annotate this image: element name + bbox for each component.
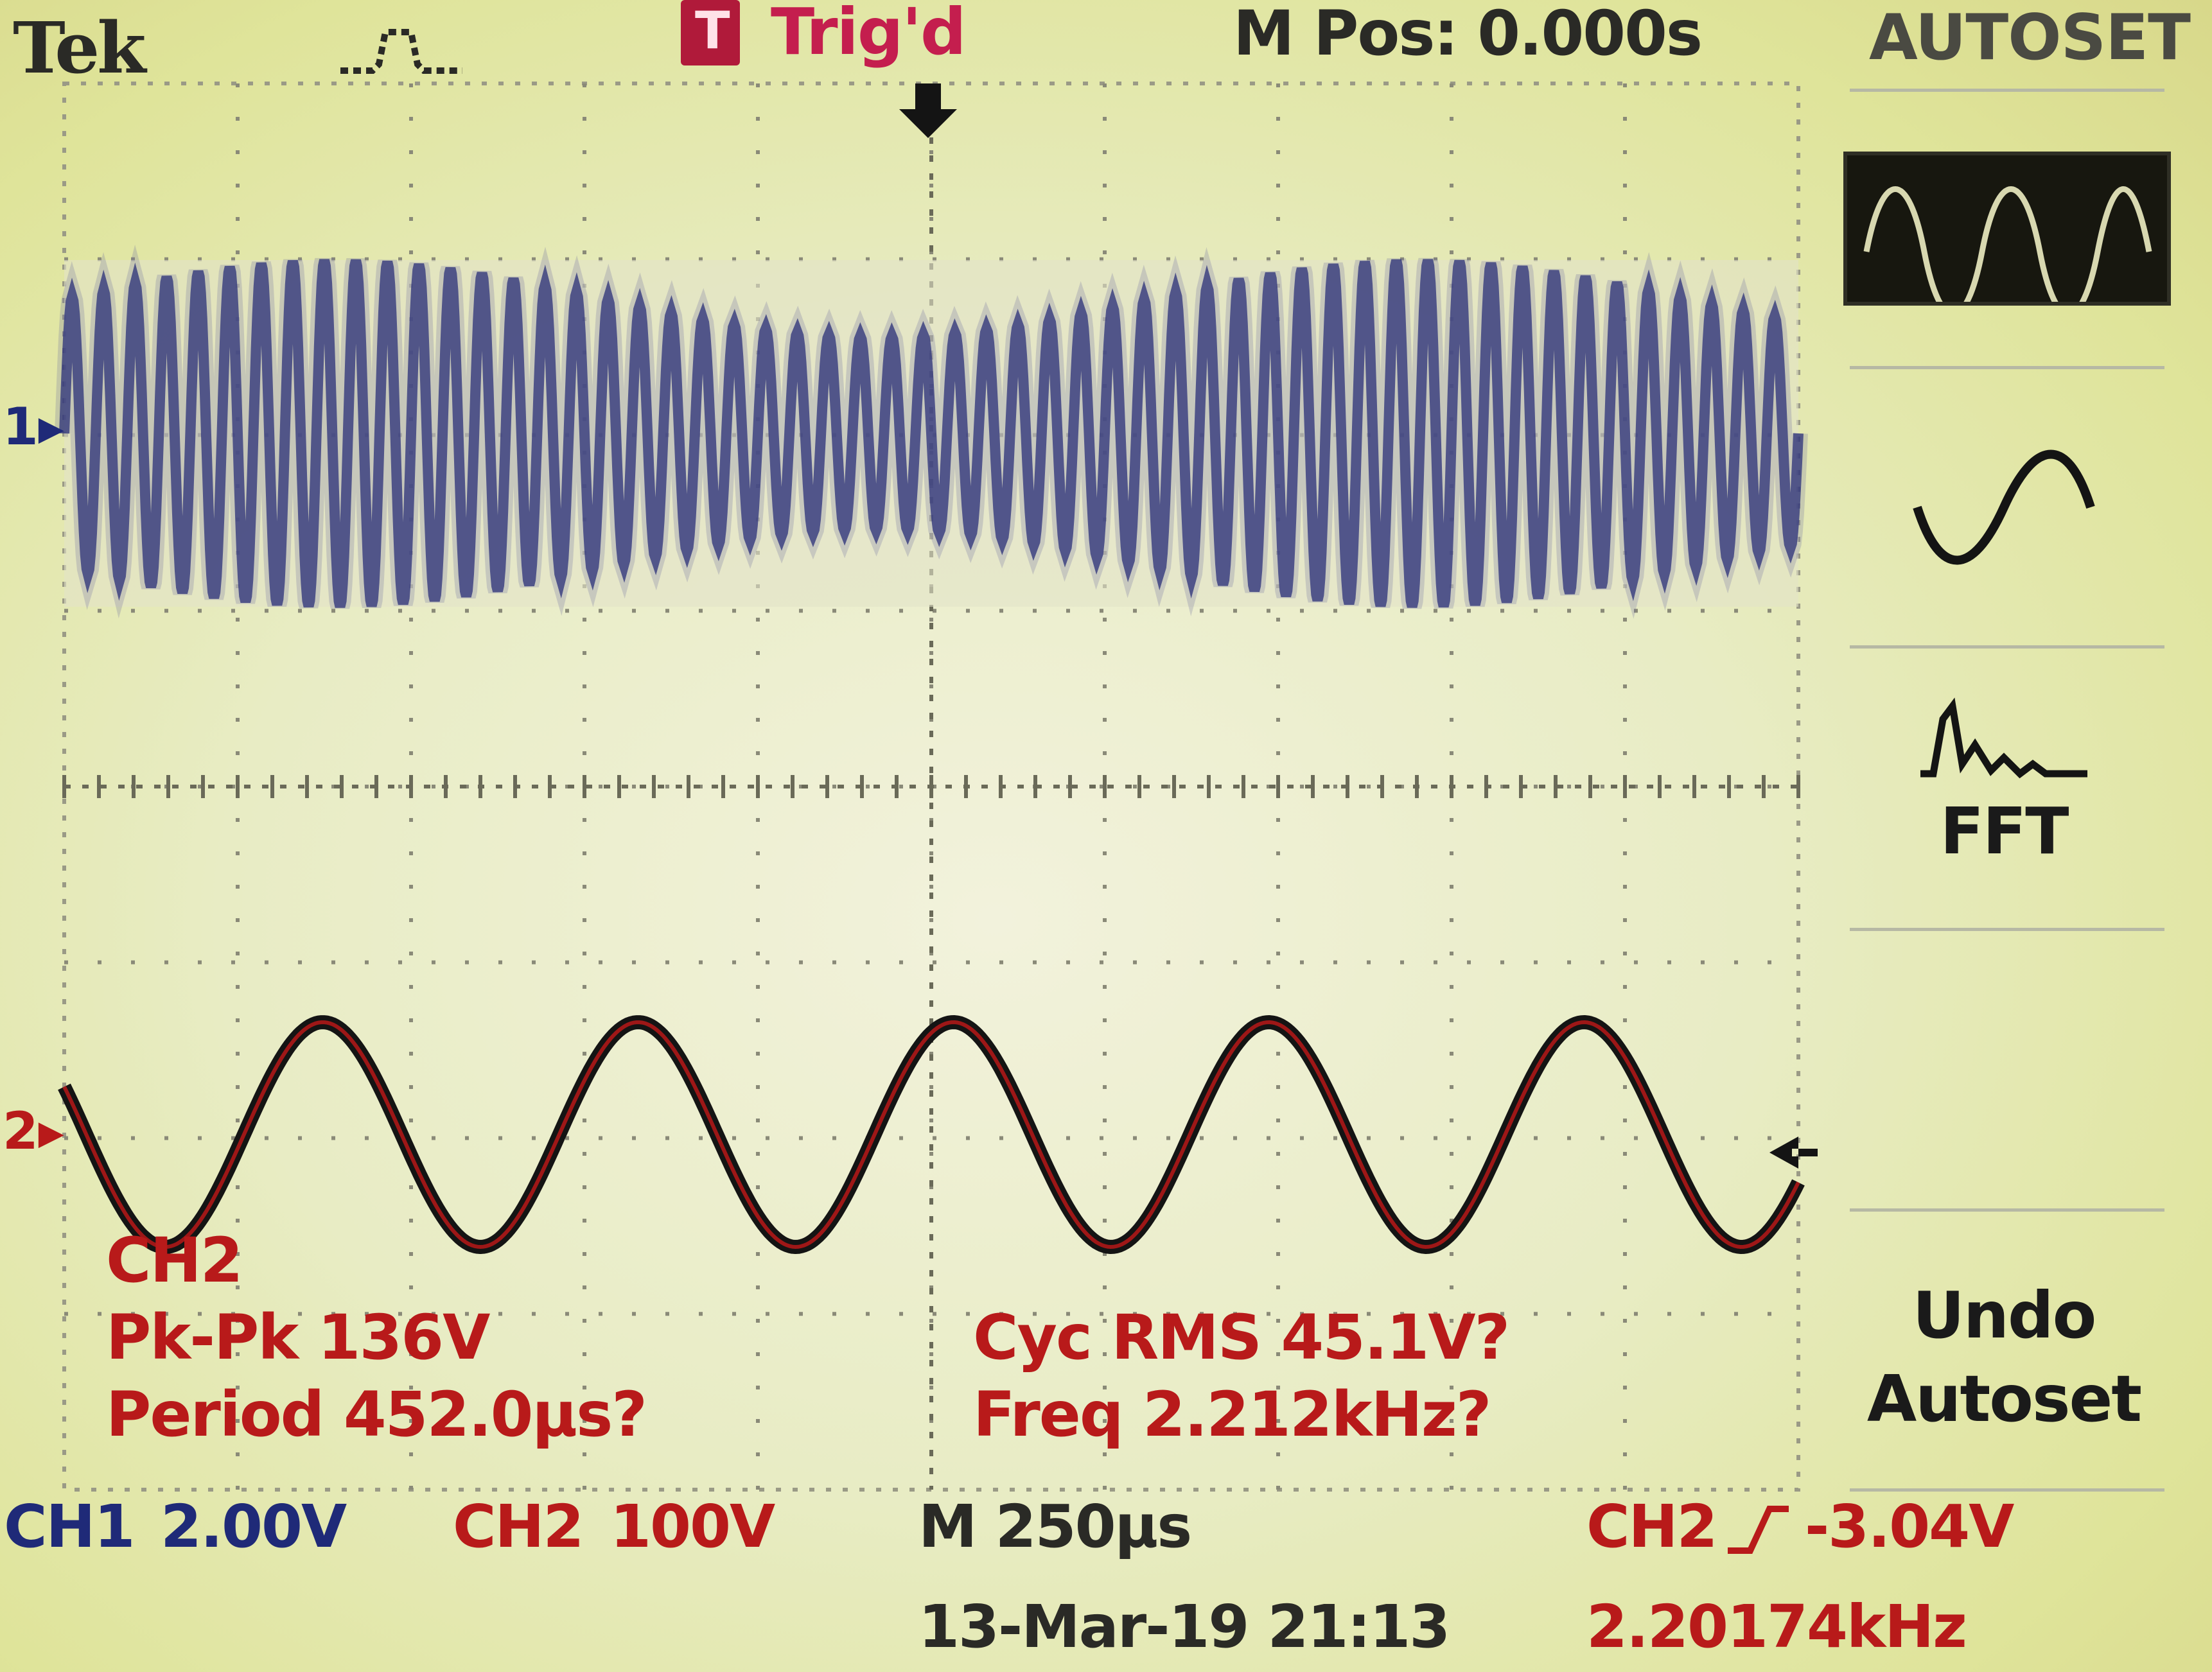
menu-separator [1850,928,2164,931]
ch1-label: CH1 [4,1492,136,1561]
menu-separator [1850,366,2164,369]
menu-separator [1850,1208,2164,1212]
m-pos-readout: M Pos: 0.000s [1233,0,1703,69]
ch1-scale: 2.00V [161,1492,347,1561]
menu-separator [1850,645,2164,649]
side-menu-single-cycle-button[interactable] [1843,411,2164,604]
ch1-marker-label: 1 [3,397,39,457]
ch1-marker: 1▸ [3,401,64,453]
undo-autoset-line1: Undo [1912,1278,2097,1353]
menu-title: AUTOSET [1869,1,2191,74]
ch2-marker: 2▸ [3,1106,64,1157]
trigger-source: CH2 [1586,1492,1718,1561]
trigger-badge: T [681,0,740,65]
multi-cycle-wave-icon [1863,186,2152,317]
rising-edge-icon [1728,1506,1789,1554]
ch1-trace [55,245,1808,619]
measurement-period: Period 452.0μs? [106,1379,647,1450]
ch2-trace-edge [62,1020,1800,1250]
menu-separator [1850,89,2164,92]
ch2-scale: 100V [610,1492,775,1561]
measurement-cyc-rms: Cyc RMS 45.1V? [973,1302,1510,1373]
trigger-position-arrow [899,83,957,138]
measurement-freq: Freq 2.212kHz? [973,1379,1491,1450]
timebase: M 250μs [918,1492,1192,1561]
date-time: 13-Mar-19 21:13 [918,1592,1450,1661]
single-cycle-wave-icon [1913,449,2095,565]
trigger-level-arrow [1769,1136,1818,1169]
ch2-marker-arrow-icon: ▸ [38,1101,64,1161]
ch2-marker-label: 2 [3,1101,39,1161]
ch1-trace-path [59,259,1804,608]
ch2-label: CH2 [453,1492,584,1561]
measurement-pk-pk: Pk-Pk 136V [106,1302,490,1373]
measurement-source: CH2 [106,1224,243,1296]
side-menu-multi-cycle-button[interactable] [1843,152,2171,317]
trigger-level: -3.04V [1805,1492,2014,1561]
ch1-marker-arrow-icon: ▸ [38,397,64,457]
fft-spectrum-icon [1920,697,2087,779]
trigger-badge-label: T [695,1,730,60]
trigger-status: Trig'd [771,0,967,69]
side-menu-fft-button[interactable] [1843,693,2164,886]
brand-logo: Tek [13,6,146,89]
trigger-frequency: 2.20174kHz [1586,1592,1967,1661]
fft-label: FFT [1940,794,2069,869]
undo-autoset-line2: Autoset [1866,1361,2142,1436]
menu-separator [1850,1488,2164,1492]
